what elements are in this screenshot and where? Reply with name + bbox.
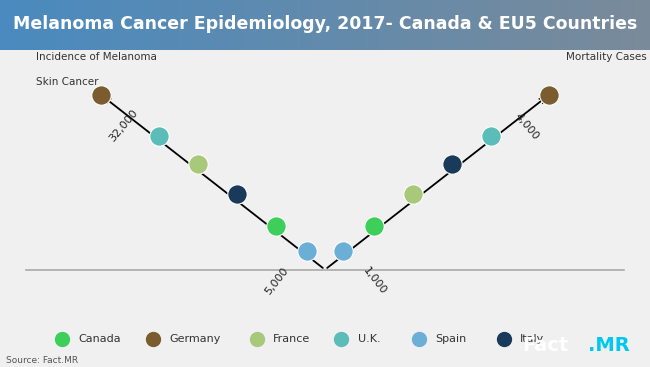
Text: 5,000: 5,000 <box>263 266 291 297</box>
Text: Mortality Cases: Mortality Cases <box>566 52 646 62</box>
Text: Italy: Italy <box>520 334 544 345</box>
Text: Source: Fact.MR: Source: Fact.MR <box>6 356 79 365</box>
Text: Germany: Germany <box>169 334 220 345</box>
Text: Canada: Canada <box>78 334 121 345</box>
Text: 4,000: 4,000 <box>512 111 541 141</box>
Text: France: France <box>273 334 310 345</box>
Text: Incidence of Melanoma: Incidence of Melanoma <box>36 52 157 62</box>
Text: Fact: Fact <box>522 335 568 355</box>
Text: U.K.: U.K. <box>358 334 380 345</box>
Text: 32,000: 32,000 <box>107 108 140 144</box>
Text: Skin Cancer: Skin Cancer <box>36 77 98 87</box>
Text: 1,000: 1,000 <box>361 266 388 297</box>
Text: Melanoma Cancer Epidemiology, 2017- Canada & EU5 Countries: Melanoma Cancer Epidemiology, 2017- Cana… <box>13 15 637 33</box>
Text: Spain: Spain <box>436 334 467 345</box>
Text: .MR: .MR <box>588 335 629 355</box>
